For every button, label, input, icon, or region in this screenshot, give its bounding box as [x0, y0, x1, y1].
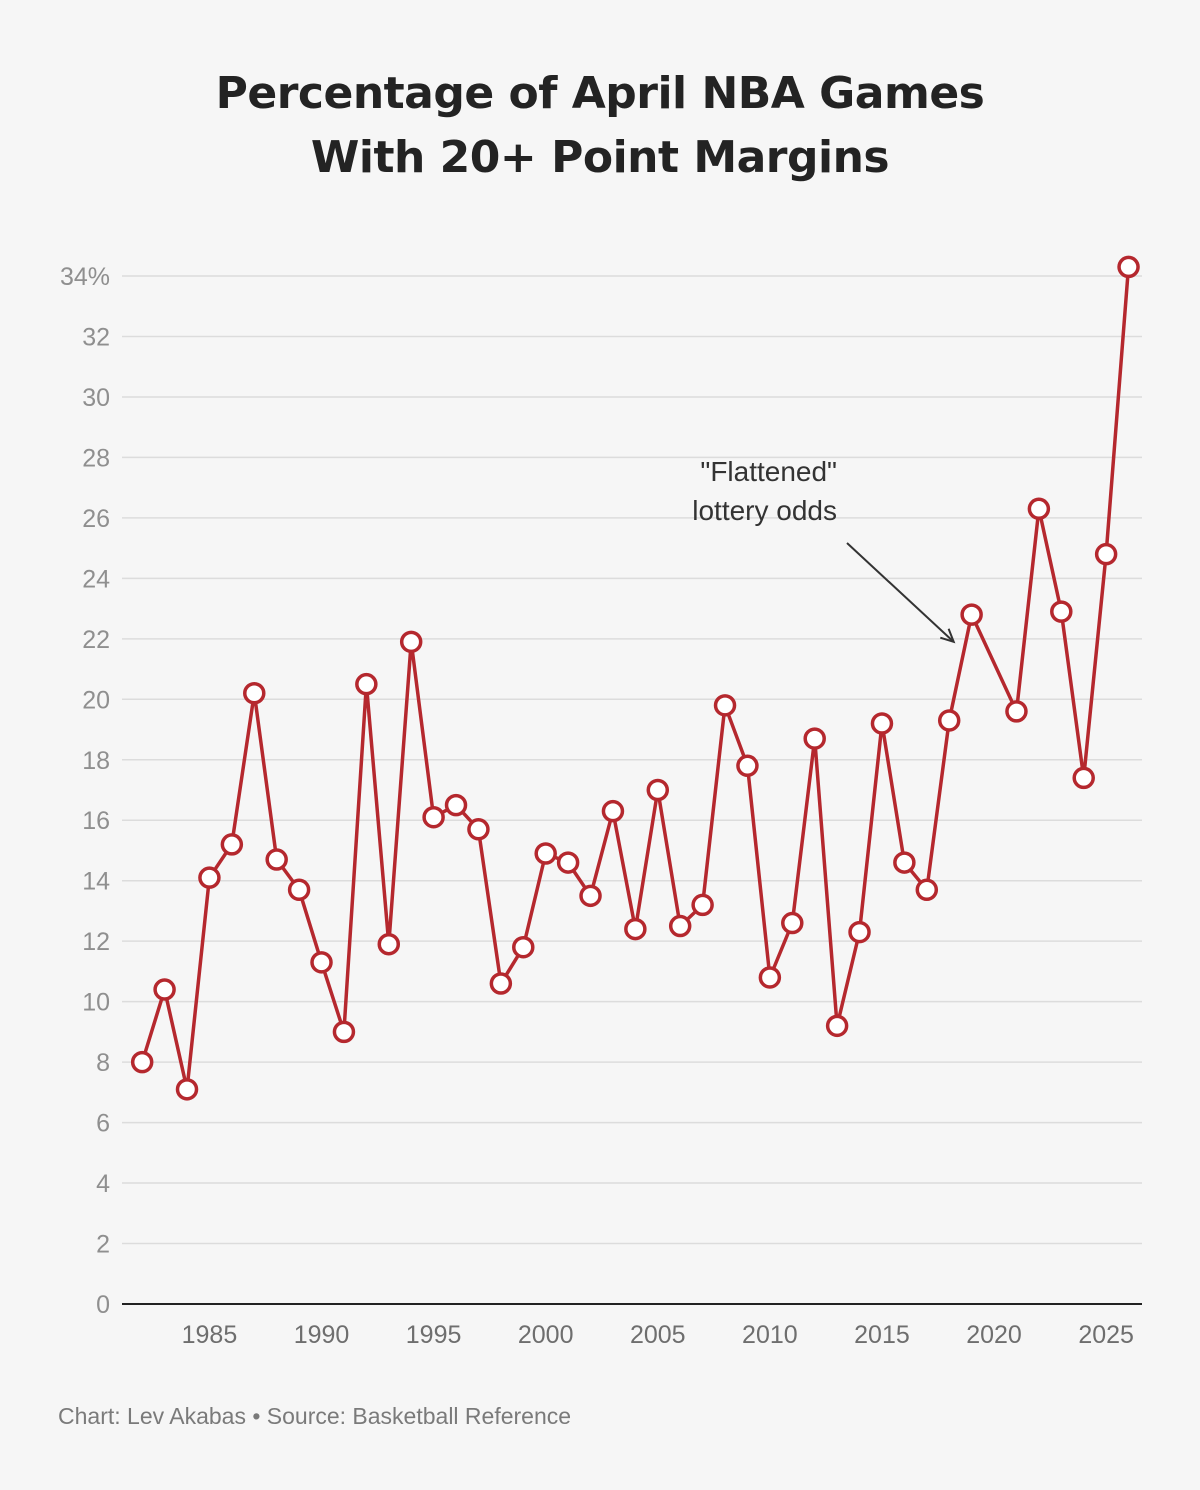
data-point — [960, 603, 983, 626]
y-tick-label: 28 — [82, 444, 110, 472]
annotation-arrow — [846, 542, 955, 643]
annotation-arrowhead — [940, 628, 956, 644]
x-tick-label: 2015 — [854, 1321, 910, 1349]
data-point — [310, 951, 333, 974]
data-point — [1027, 497, 1051, 521]
y-tick-label: 6 — [96, 1110, 110, 1138]
data-point — [243, 681, 266, 705]
data-point — [377, 932, 401, 956]
data-point — [937, 709, 961, 732]
data-point — [1050, 600, 1073, 623]
x-axis-ticks: 1985 1990 1995 2000 2005 2010 2015 2020 2025 — [182, 1321, 1134, 1349]
data-point — [467, 818, 490, 841]
data-point — [287, 878, 311, 902]
y-tick-label: 30 — [82, 384, 110, 412]
data-point — [489, 972, 513, 995]
y-tick-label: 34% — [60, 263, 110, 291]
x-tick-label: 1985 — [182, 1321, 238, 1349]
chart-title: Percentage of April NBA Games With 20+ P… — [0, 62, 1200, 190]
data-point — [220, 833, 244, 856]
gridlines — [122, 275, 1142, 1245]
data-point — [691, 893, 714, 917]
x-tick-label: 2005 — [630, 1321, 686, 1349]
x-tick-label: 1995 — [406, 1321, 462, 1349]
data-point — [1072, 766, 1095, 790]
data-point — [601, 799, 625, 823]
x-tick-label: 2025 — [1078, 1321, 1134, 1349]
data-point — [512, 935, 535, 959]
y-tick-label: 20 — [82, 686, 110, 714]
data-point — [915, 878, 939, 902]
annotation-line-2: lottery odds — [692, 495, 837, 526]
data-point — [422, 805, 445, 829]
data-point — [1005, 700, 1028, 723]
data-point — [175, 1078, 199, 1101]
data-point — [758, 966, 782, 989]
data-point — [153, 978, 176, 1001]
data-point — [130, 1050, 154, 1074]
source-credit: Chart: Lev Akabas • Source: Basketball R… — [58, 1403, 572, 1429]
y-tick-label: 12 — [82, 928, 110, 956]
data-point — [646, 778, 670, 802]
data-point — [1094, 542, 1118, 566]
y-tick-label: 8 — [96, 1049, 110, 1077]
data-point — [534, 842, 557, 865]
annotation: "Flattened" lottery odds — [692, 456, 956, 644]
y-tick-label: 14 — [82, 868, 110, 896]
data-point — [444, 793, 468, 817]
data-point — [399, 630, 423, 654]
y-tick-label: 22 — [82, 626, 110, 654]
data-point — [825, 1014, 849, 1038]
data-point — [803, 727, 826, 750]
annotation-line-1: "Flattened" — [700, 456, 837, 487]
y-tick-label: 4 — [96, 1170, 110, 1198]
y-tick-label: 32 — [82, 323, 110, 351]
data-point — [198, 866, 221, 889]
chart-title-line-1: Percentage of April NBA Games — [215, 68, 985, 119]
data-point — [579, 884, 602, 908]
data-point — [848, 920, 871, 944]
data-point — [265, 848, 288, 871]
data-point — [870, 712, 894, 735]
series-line — [140, 266, 1131, 1092]
data-point — [781, 911, 804, 935]
data-point — [624, 917, 647, 941]
y-tick-label: 0 — [96, 1291, 110, 1319]
data-point — [736, 754, 759, 778]
chart-title-line-2: With 20+ Point Margins — [310, 132, 890, 183]
x-tick-label: 2000 — [518, 1321, 574, 1349]
data-point — [332, 1020, 356, 1044]
y-tick-label: 26 — [82, 505, 110, 533]
data-point — [713, 694, 737, 717]
x-tick-label: 2020 — [966, 1321, 1022, 1349]
data-point — [556, 851, 580, 874]
data-points — [130, 255, 1140, 1101]
x-tick-label: 1990 — [294, 1321, 350, 1349]
x-tick-label: 2010 — [742, 1321, 798, 1349]
data-point — [1117, 255, 1140, 279]
y-tick-label: 16 — [82, 807, 110, 835]
data-point — [668, 914, 692, 938]
y-tick-label: 10 — [82, 989, 110, 1017]
y-tick-label: 18 — [82, 747, 110, 775]
y-tick-label: 2 — [96, 1231, 110, 1259]
data-point — [893, 851, 916, 874]
y-tick-label: 24 — [82, 565, 110, 593]
data-point — [355, 672, 378, 696]
